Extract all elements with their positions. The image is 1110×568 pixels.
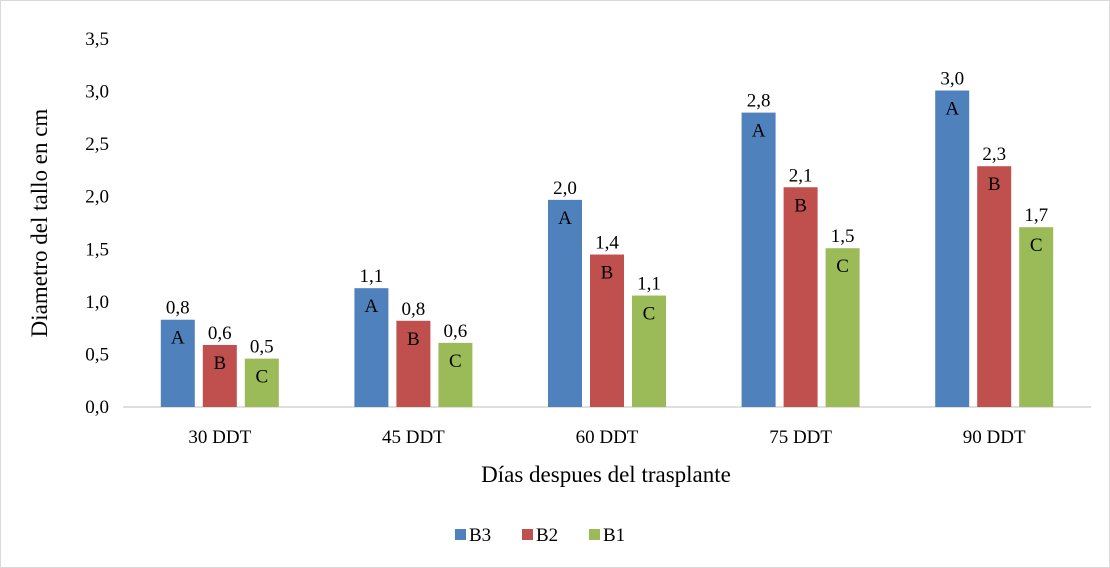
significance-letter: C — [643, 304, 656, 325]
data-label: 0,5 — [250, 337, 274, 358]
data-label: 2,0 — [553, 178, 577, 199]
bar-b1 — [244, 358, 279, 407]
data-label: 0,6 — [444, 321, 468, 342]
y-tick-label: 0,0 — [85, 397, 109, 418]
legend-label-b2: B2 — [536, 525, 558, 546]
legend-label-b3: B3 — [469, 525, 491, 546]
y-tick-label: 1,5 — [85, 239, 109, 260]
bar-b1 — [1019, 227, 1054, 407]
significance-letter: A — [945, 99, 959, 120]
x-tick-label: 45 DDT — [382, 427, 445, 448]
bar-b3 — [935, 90, 970, 408]
data-label: 1,5 — [831, 226, 855, 247]
data-label: 2,3 — [982, 144, 1006, 165]
y-tick-label: 1,0 — [85, 292, 109, 313]
bar-b2 — [396, 320, 431, 407]
data-label: 1,1 — [637, 274, 661, 295]
y-axis-title: Diametro del tallo en cm — [27, 109, 52, 338]
bar-b2 — [783, 187, 818, 407]
significance-letter: B — [794, 195, 807, 216]
data-label: 0,6 — [208, 323, 232, 344]
bar-b3 — [354, 288, 389, 407]
x-axis-title: Días despues del trasplante — [481, 462, 731, 487]
significance-letter: C — [449, 351, 462, 372]
data-label: 0,8 — [402, 299, 426, 320]
bar-b2 — [590, 254, 624, 407]
x-tick-label: 90 DDT — [963, 427, 1026, 448]
bar-b1 — [825, 248, 860, 407]
bar-b1 — [632, 295, 666, 407]
data-label: 1,7 — [1024, 205, 1048, 226]
data-label: 1,4 — [595, 233, 619, 254]
y-tick-label: 3,5 — [85, 29, 109, 50]
data-label: 2,1 — [789, 165, 813, 186]
significance-letter: B — [988, 174, 1001, 195]
legend: B3 B2 B1 — [455, 525, 625, 546]
x-tick-label: 75 DDT — [769, 427, 832, 448]
legend-swatch-b1 — [589, 529, 600, 540]
bar-b3 — [548, 199, 582, 407]
significance-letter: A — [558, 208, 572, 229]
y-tick-label: 2,0 — [85, 187, 109, 208]
bar-b2 — [202, 344, 237, 407]
significance-letter: A — [365, 296, 379, 317]
bar-b3 — [741, 112, 776, 407]
y-tick-label: 0,5 — [85, 344, 109, 365]
significance-letter: C — [255, 367, 268, 388]
data-label: 3,0 — [940, 69, 964, 90]
legend-swatch-b2 — [522, 529, 533, 540]
bars: 0,8 A 0,6 B 0,5 C 1,1 A 0,8 B 0,6 C 2,0 A 1,4 B 1,1 C 2,8 A… — [160, 69, 1054, 408]
y-tick-label: 2,5 — [85, 134, 109, 155]
y-tick-label: 3,0 — [85, 82, 109, 103]
bar-b3 — [160, 319, 195, 407]
data-label: 0,8 — [166, 298, 190, 319]
significance-letter: A — [171, 328, 185, 349]
significance-letter: B — [601, 263, 614, 284]
legend-swatch-b3 — [455, 529, 466, 540]
x-tick-label: 60 DDT — [576, 427, 639, 448]
legend-label-b1: B1 — [603, 525, 625, 546]
y-axis-ticks: 0,0 0,5 1,0 1,5 2,0 2,5 3,0 3,5 — [85, 29, 109, 418]
data-label: 2,8 — [747, 91, 771, 112]
bar-b2 — [977, 166, 1012, 407]
significance-letter: C — [836, 256, 849, 277]
x-tick-label: 30 DDT — [188, 427, 251, 448]
bar-b1 — [438, 342, 473, 407]
data-label: 1,1 — [360, 266, 384, 287]
x-axis-ticks: 30 DDT 45 DDT 60 DDT 75 DDT 90 DDT — [188, 427, 1026, 448]
significance-letter: B — [407, 329, 420, 350]
significance-letter: B — [213, 353, 226, 374]
significance-letter: C — [1030, 235, 1043, 256]
significance-letter: A — [752, 121, 766, 142]
